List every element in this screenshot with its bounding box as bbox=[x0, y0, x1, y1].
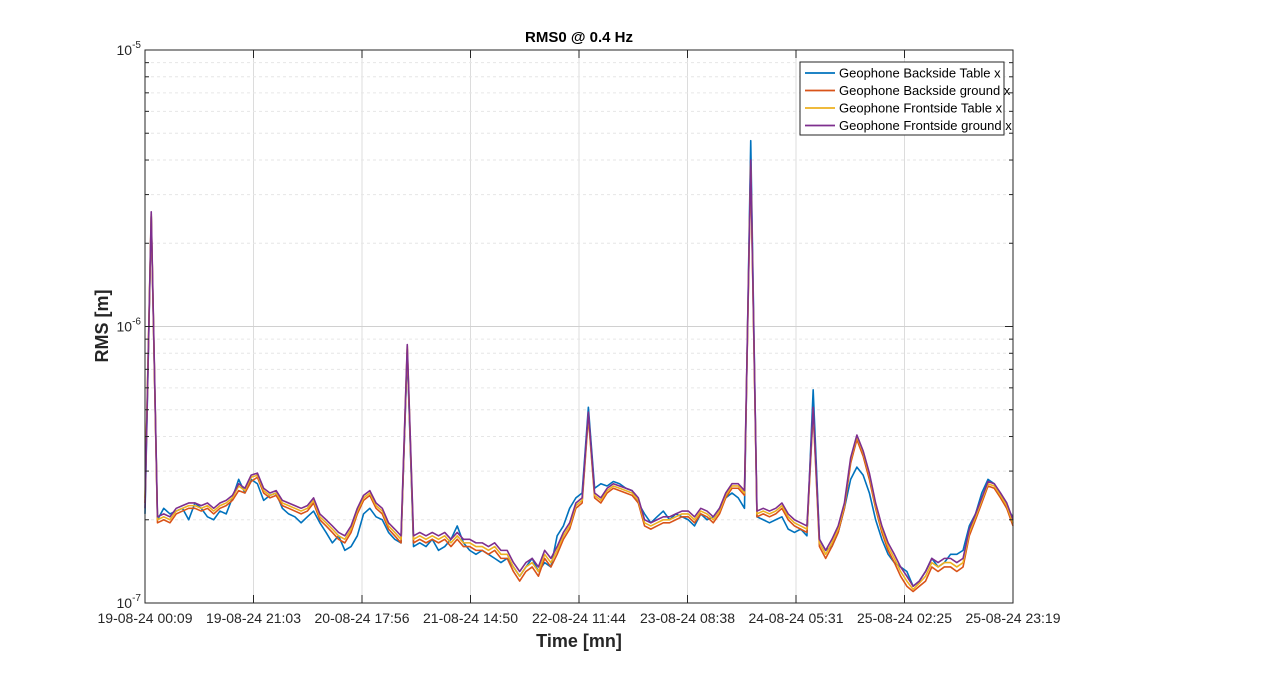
legend: Geophone Backside Table x Geophone Backsi… bbox=[799, 61, 1012, 136]
series-line-4 bbox=[144, 159, 1014, 588]
legend-box bbox=[799, 61, 1005, 136]
y-axis-label: RMS [m] bbox=[92, 290, 112, 363]
y-tick-label: 10-7 bbox=[117, 593, 142, 611]
x-tick-label: 22-08-24 11:44 bbox=[532, 610, 626, 626]
legend-entry-label: Geophone Backside ground x bbox=[839, 83, 1011, 98]
x-tick-label: 20-08-24 17:56 bbox=[315, 610, 410, 626]
y-tick-labels: 10-5 10-6 10-7 bbox=[117, 40, 142, 611]
x-axis-label: Time [mn] bbox=[536, 631, 622, 651]
x-tick-label: 21-08-24 14:50 bbox=[423, 610, 518, 626]
legend-items: Geophone Backside Table x Geophone Backsi… bbox=[805, 66, 1012, 133]
y-tick-label: 10-5 bbox=[117, 40, 142, 58]
x-tick-labels: 19-08-24 00:09 19-08-24 21:03 20-08-24 17:… bbox=[98, 610, 1061, 626]
chart-title: RMS0 @ 0.4 Hz bbox=[525, 29, 633, 46]
series-line-1 bbox=[144, 139, 1014, 588]
legend-entry-label: Geophone Frontside ground x bbox=[839, 118, 1012, 133]
x-tick-label: 25-08-24 02:25 bbox=[857, 610, 952, 626]
x-tick-label: 25-08-24 23:19 bbox=[966, 610, 1061, 626]
y-tick-label: 10-6 bbox=[117, 317, 142, 335]
legend-entry-label: Geophone Frontside Table x bbox=[839, 101, 1003, 116]
series-group bbox=[144, 139, 1014, 593]
grid bbox=[145, 50, 1013, 603]
legend-entry-label: Geophone Backside Table x bbox=[839, 66, 1001, 81]
x-tick-label: 19-08-24 21:03 bbox=[206, 610, 301, 626]
ticks bbox=[144, 49, 1014, 604]
series-line-2 bbox=[144, 165, 1014, 593]
x-tick-label: 24-08-24 05:31 bbox=[749, 610, 844, 626]
x-tick-label: 23-08-24 08:38 bbox=[640, 610, 735, 626]
x-tick-label: 19-08-24 00:09 bbox=[98, 610, 193, 626]
